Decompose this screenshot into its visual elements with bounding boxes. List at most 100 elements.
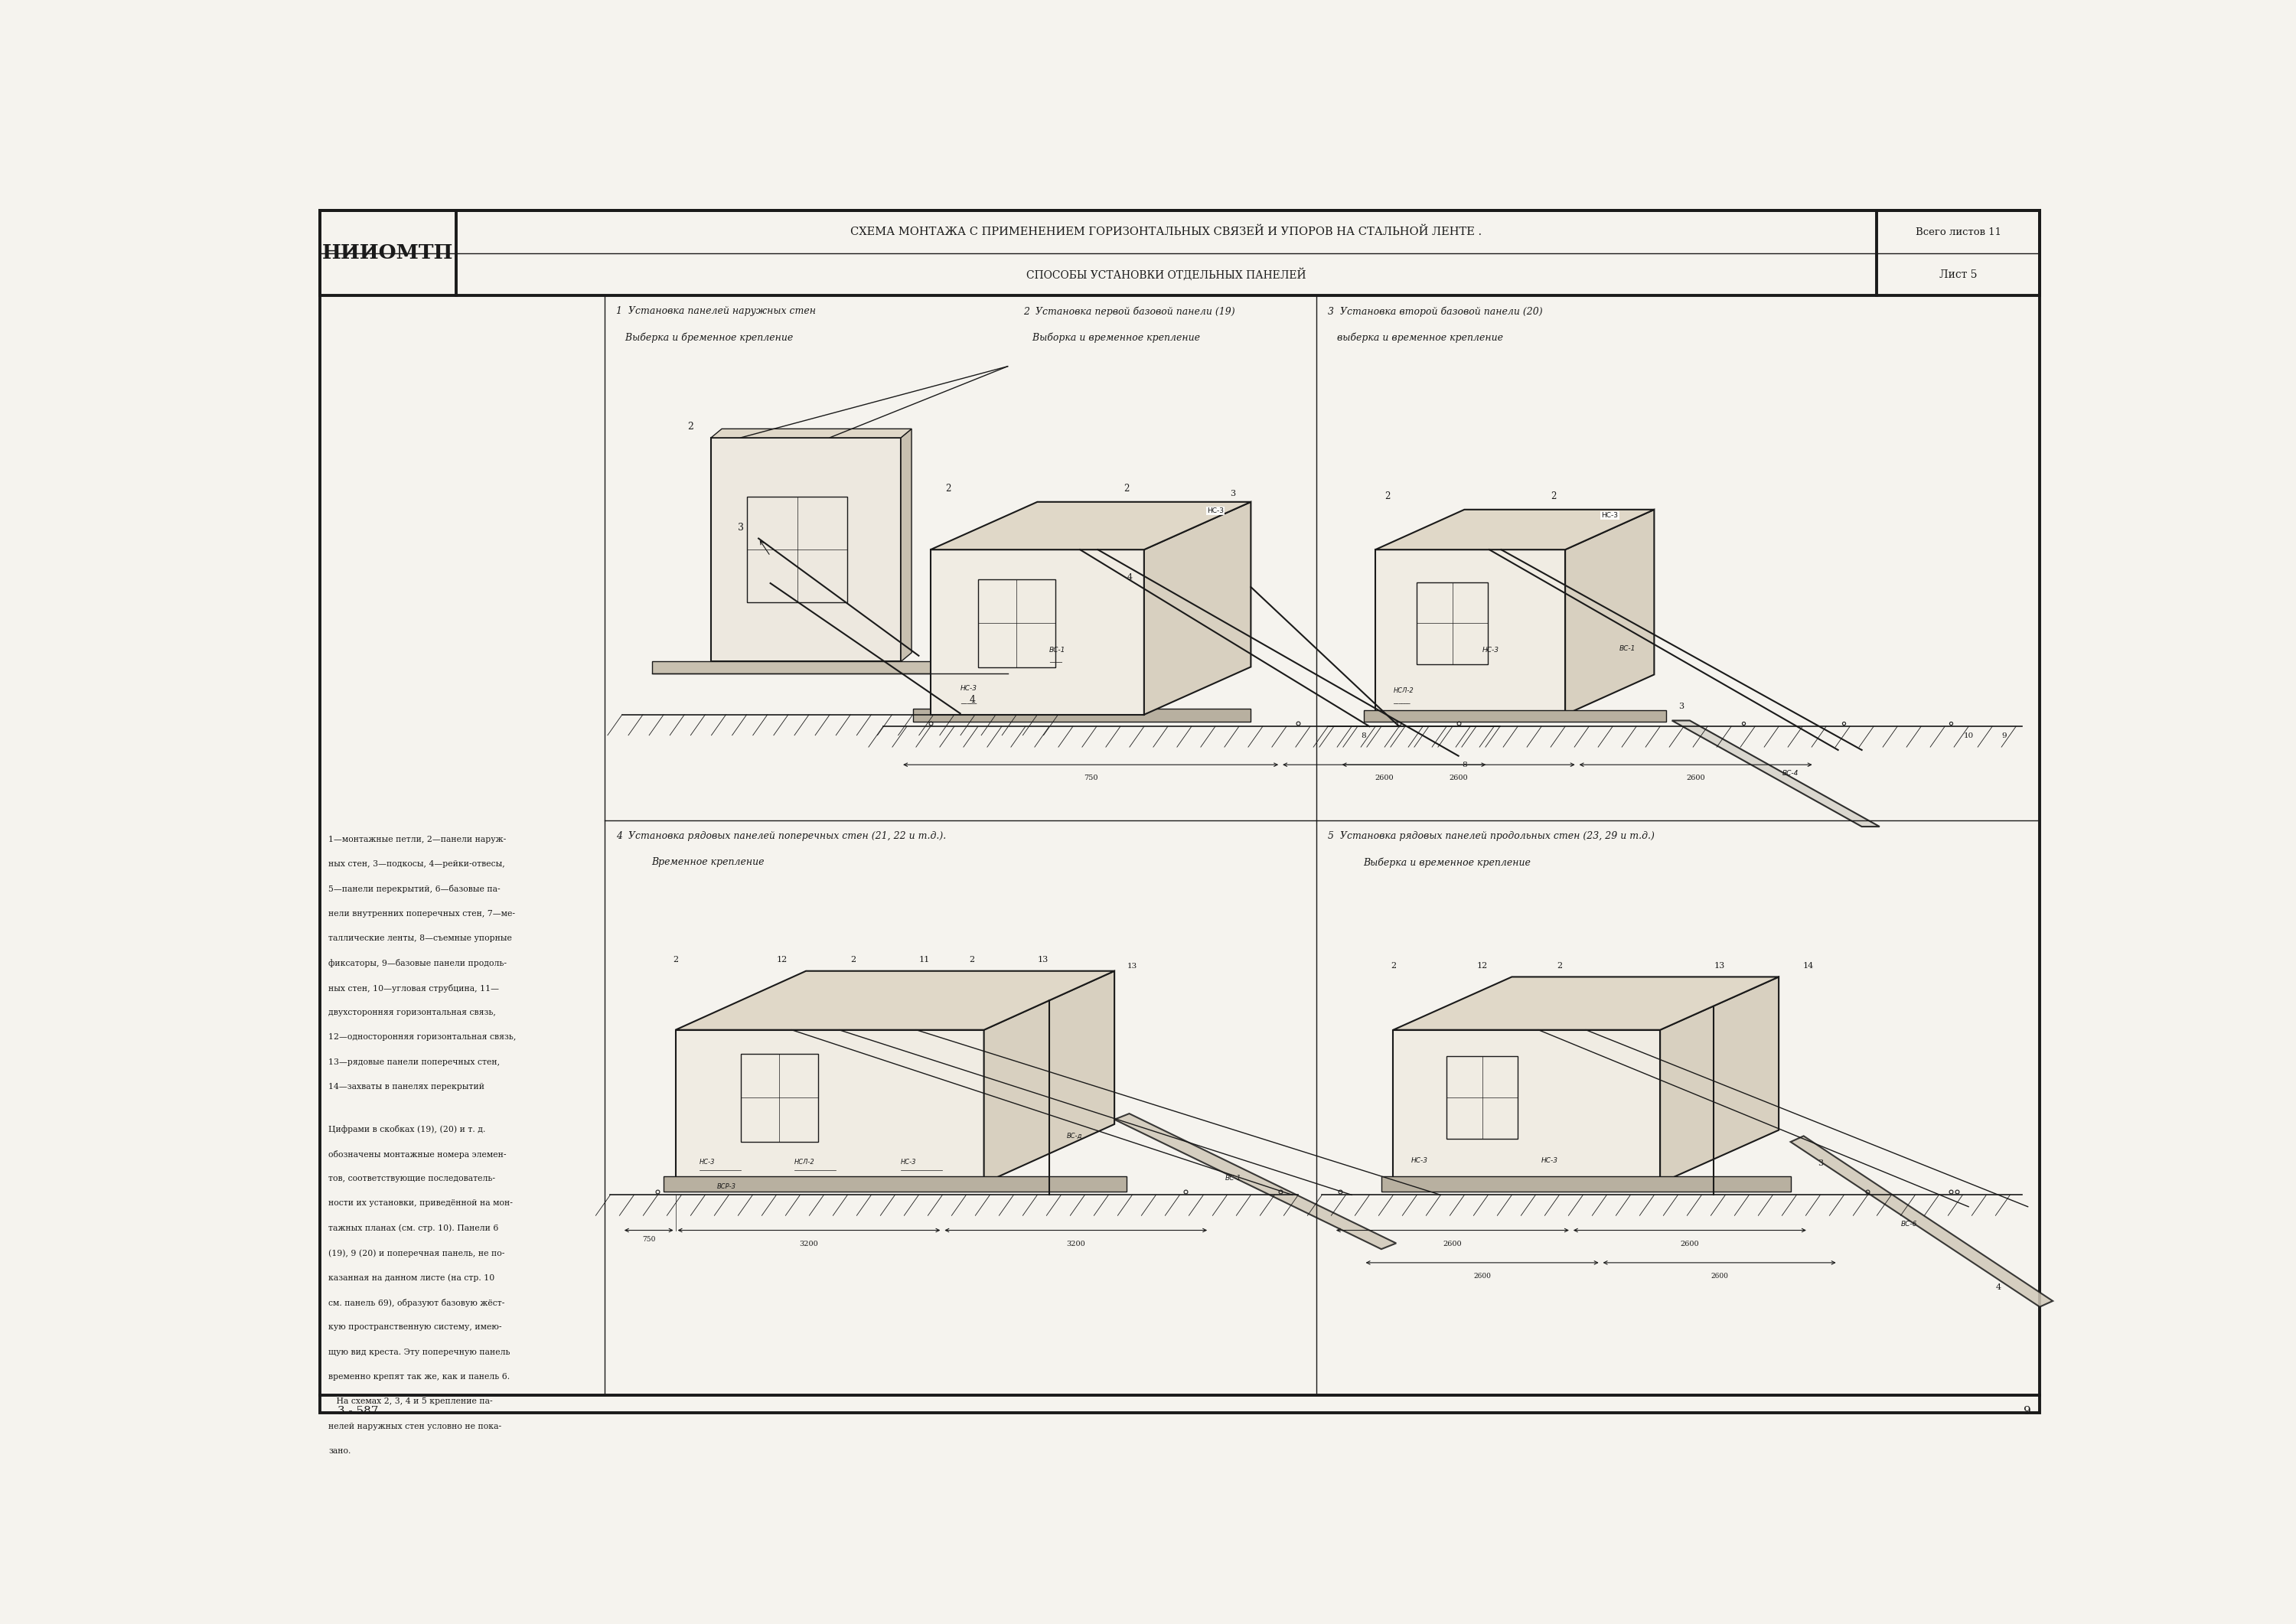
Text: 3: 3 <box>1818 1160 1823 1168</box>
Text: Выберка и временное крепление: Выберка и временное крепление <box>1364 857 1531 867</box>
Text: 2600: 2600 <box>1449 775 1467 781</box>
Polygon shape <box>1143 502 1251 715</box>
Polygon shape <box>930 549 1143 715</box>
Text: казанная на данном листе (на стр. 10: казанная на данном листе (на стр. 10 <box>328 1273 496 1281</box>
Text: 5—панели перекрытий, 6—базовые па-: 5—панели перекрытий, 6—базовые па- <box>328 885 501 893</box>
Text: 2: 2 <box>946 484 951 494</box>
Text: 2: 2 <box>1557 961 1561 970</box>
Polygon shape <box>1671 721 1880 827</box>
Text: ВС-6: ВС-6 <box>1901 1221 1917 1228</box>
Text: 3: 3 <box>737 523 744 533</box>
Text: ВС-1: ВС-1 <box>1049 646 1065 653</box>
Text: 2: 2 <box>1391 961 1396 970</box>
Bar <box>1382 1177 1791 1192</box>
Bar <box>652 661 1008 674</box>
Text: ных стен, 10—угловая струбцина, 11—: ных стен, 10—угловая струбцина, 11— <box>328 984 498 992</box>
Text: тажных планах (см. стр. 10). Панели 6: тажных планах (см. стр. 10). Панели 6 <box>328 1224 498 1233</box>
Text: Временное крепление: Временное крепление <box>652 857 765 867</box>
Polygon shape <box>712 429 912 438</box>
Text: 1  Установка панелей наружных стен: 1 Установка панелей наружных стен <box>615 307 815 317</box>
Text: 2600: 2600 <box>1711 1273 1729 1280</box>
Text: см. панель 69), образуют базовую жёст-: см. панель 69), образуют базовую жёст- <box>328 1299 505 1307</box>
Text: таллические ленты, 8—съемные упорные: таллические ленты, 8—съемные упорные <box>328 934 512 942</box>
Text: нелей наружных стен условно не пока-: нелей наружных стен условно не пока- <box>328 1423 501 1431</box>
Text: 8: 8 <box>1463 762 1467 768</box>
Bar <box>664 1177 1127 1192</box>
Bar <box>746 497 847 603</box>
Text: двухсторонняя горизонтальная связь,: двухсторонняя горизонтальная связь, <box>328 1009 496 1017</box>
Text: НС-3: НС-3 <box>1483 646 1499 653</box>
Text: 2: 2 <box>687 422 693 432</box>
Text: щую вид креста. Эту поперечную панель: щую вид креста. Эту поперечную панель <box>328 1348 510 1356</box>
Bar <box>1364 710 1667 721</box>
Text: выберка и временное крепление: выберка и временное крепление <box>1327 333 1504 343</box>
Text: Выберка и бременное крепление: Выберка и бременное крепление <box>615 333 792 343</box>
Text: 750: 750 <box>1084 775 1097 781</box>
Text: НС-3: НС-3 <box>1412 1158 1428 1164</box>
Text: временно крепят так же, как и панель 6.: временно крепят так же, как и панель 6. <box>328 1372 510 1380</box>
Text: фиксаторы, 9—базовые панели продоль-: фиксаторы, 9—базовые панели продоль- <box>328 960 507 968</box>
Text: 13: 13 <box>1127 963 1137 970</box>
Text: 2600: 2600 <box>1444 1241 1463 1247</box>
Polygon shape <box>985 971 1114 1184</box>
Text: На схемах 2, 3, 4 и 5 крепление па-: На схемах 2, 3, 4 и 5 крепление па- <box>328 1398 494 1405</box>
Text: нели внутренних поперечных стен, 7—ме-: нели внутренних поперечных стен, 7—ме- <box>328 909 514 918</box>
Text: 750: 750 <box>643 1236 654 1242</box>
Text: 2: 2 <box>1550 492 1557 502</box>
Text: 3: 3 <box>1678 703 1683 710</box>
Text: ВС-1: ВС-1 <box>1619 645 1635 653</box>
Text: ──────: ────── <box>1394 703 1410 706</box>
Bar <box>1446 1057 1518 1138</box>
Text: 2600: 2600 <box>1681 1241 1699 1247</box>
Bar <box>978 580 1056 667</box>
Text: НС-3: НС-3 <box>1208 507 1224 515</box>
Text: 12: 12 <box>776 957 788 963</box>
Text: 3  Установка второй базовой панели (20): 3 Установка второй базовой панели (20) <box>1327 307 1543 317</box>
Text: СПОСОБЫ УСТАНОВКИ ОТДЕЛЬНЫХ ПАНЕЛЕЙ: СПОСОБЫ УСТАНОВКИ ОТДЕЛЬНЫХ ПАНЕЛЕЙ <box>1026 268 1306 281</box>
Polygon shape <box>1375 549 1566 715</box>
Text: 10: 10 <box>1963 732 1975 739</box>
Text: Лист 5: Лист 5 <box>1940 270 1977 279</box>
Polygon shape <box>675 1030 985 1184</box>
Text: 8: 8 <box>1362 732 1366 739</box>
Bar <box>742 1054 817 1142</box>
Text: ────: ──── <box>1049 661 1063 666</box>
Text: 4: 4 <box>1995 1283 2000 1291</box>
Polygon shape <box>712 438 900 661</box>
Text: ных стен, 3—подкосы, 4—рейки-отвесы,: ных стен, 3—подкосы, 4—рейки-отвесы, <box>328 861 505 867</box>
Text: 2  Установка первой базовой панели (19): 2 Установка первой базовой панели (19) <box>1024 307 1235 317</box>
Text: ВС-д: ВС-д <box>1068 1132 1084 1140</box>
Text: 14: 14 <box>1802 961 1814 970</box>
Text: 2600: 2600 <box>1685 775 1706 781</box>
Text: ─────: ───── <box>960 702 976 706</box>
Polygon shape <box>1791 1135 2053 1307</box>
Text: НС-3: НС-3 <box>700 1160 714 1166</box>
Text: 4: 4 <box>969 695 976 705</box>
Text: кую пространственную систему, имею-: кую пространственную систему, имею- <box>328 1324 503 1332</box>
Text: ВСР-3: ВСР-3 <box>716 1184 737 1190</box>
Text: 13: 13 <box>1713 961 1724 970</box>
Text: ВС-1: ВС-1 <box>1224 1176 1242 1182</box>
Text: тов, соответствующие последователь-: тов, соответствующие последователь- <box>328 1174 496 1182</box>
Text: НСЛ-2: НСЛ-2 <box>794 1160 815 1166</box>
Text: Всего листов 11: Всего листов 11 <box>1915 227 2002 237</box>
Text: обозначены монтажные номера элемен-: обозначены монтажные номера элемен- <box>328 1150 507 1158</box>
Text: ВС-4: ВС-4 <box>1782 770 1798 776</box>
Text: Цифрами в скобках (19), (20) и т. д.: Цифрами в скобках (19), (20) и т. д. <box>328 1125 487 1134</box>
Text: зано.: зано. <box>328 1447 351 1455</box>
Text: (19), 9 (20) и поперечная панель, не по-: (19), 9 (20) и поперечная панель, не по- <box>328 1249 505 1257</box>
Bar <box>1417 581 1488 664</box>
Text: 11: 11 <box>918 957 930 963</box>
Text: 3: 3 <box>1231 490 1235 497</box>
Text: 2: 2 <box>673 957 677 963</box>
Text: 2600: 2600 <box>1474 1273 1490 1280</box>
Text: 4: 4 <box>1127 573 1132 581</box>
Text: 3 - 587: 3 - 587 <box>338 1406 379 1416</box>
Text: 3200: 3200 <box>799 1241 817 1247</box>
Text: НИИОМТП: НИИОМТП <box>321 244 452 263</box>
Text: НСЛ-2: НСЛ-2 <box>1394 687 1414 695</box>
Text: 2: 2 <box>1123 484 1130 494</box>
Text: ности их установки, приведённой на мон-: ности их установки, приведённой на мон- <box>328 1200 512 1207</box>
Text: 2: 2 <box>1384 492 1389 502</box>
Polygon shape <box>1375 510 1653 549</box>
